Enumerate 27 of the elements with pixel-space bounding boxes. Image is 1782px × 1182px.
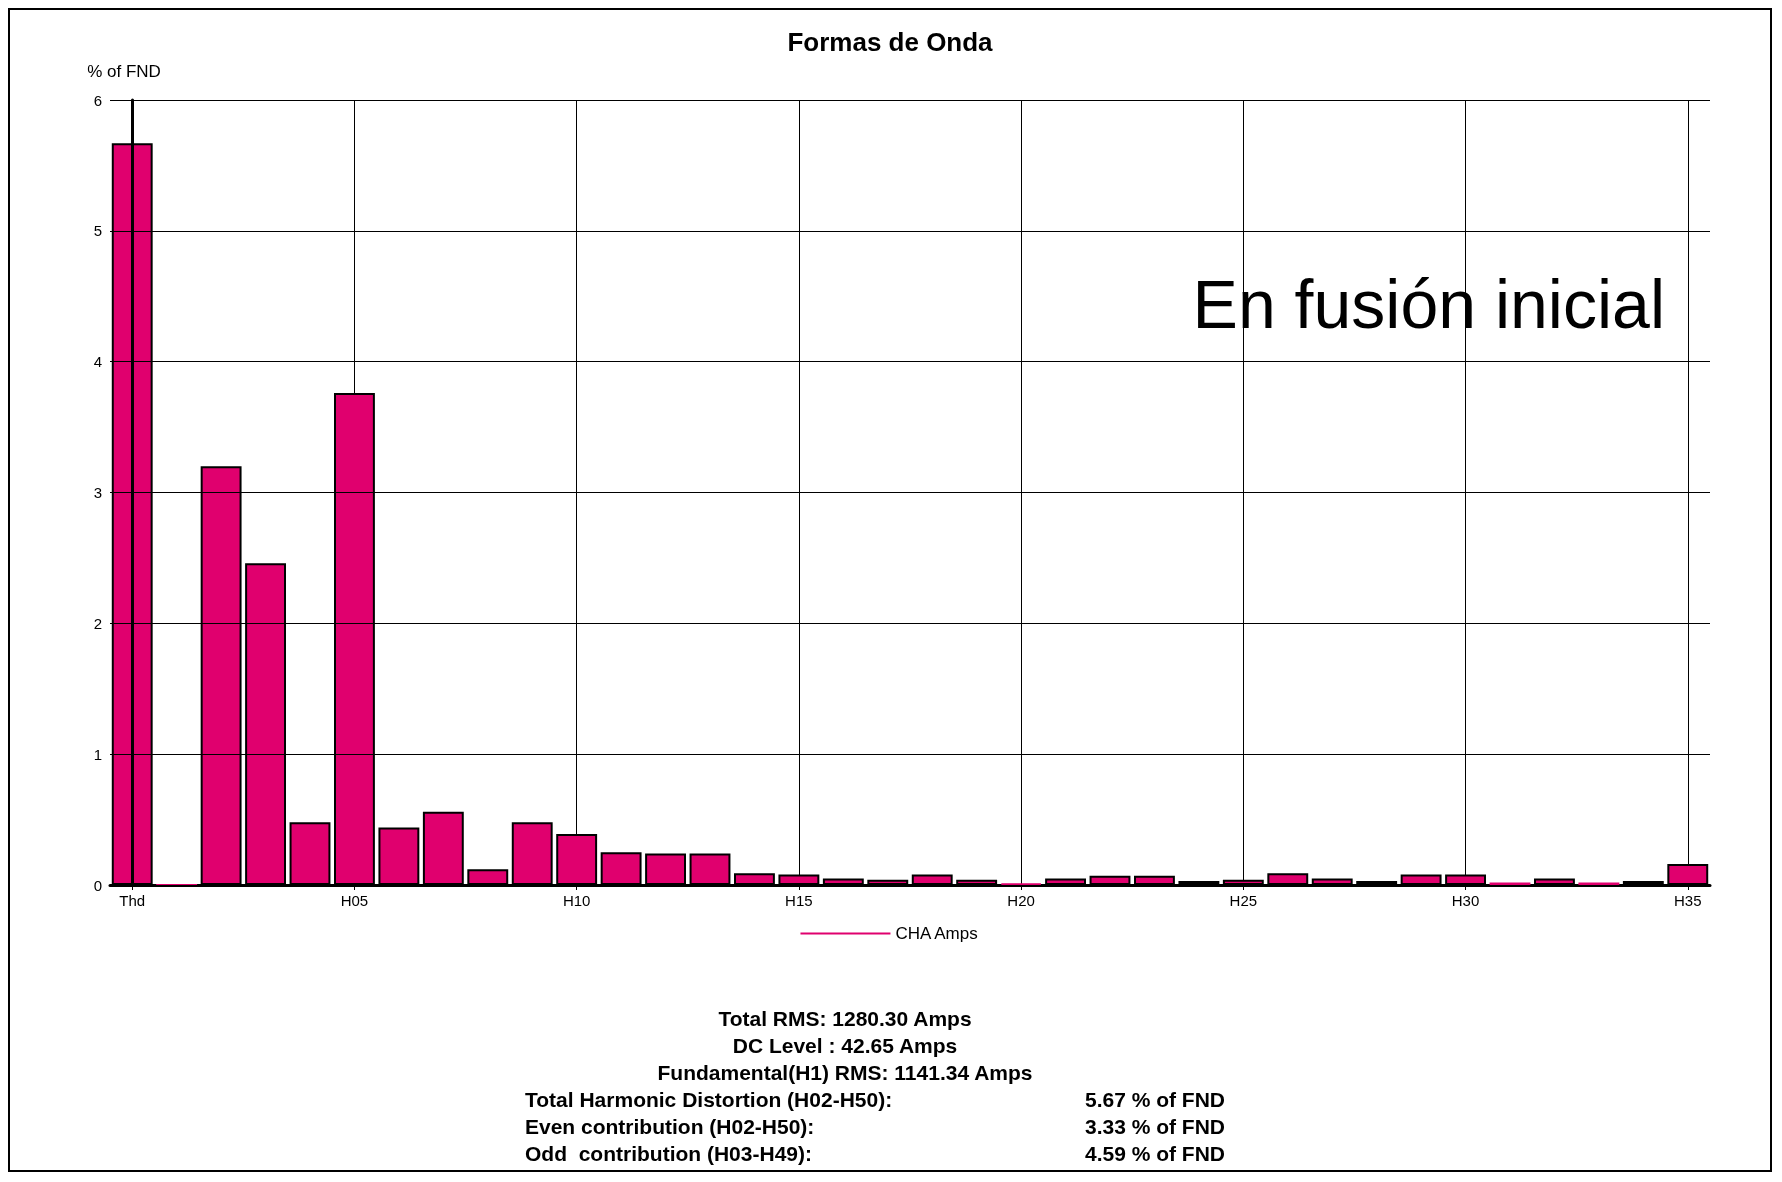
y-tick-label: 0 — [93, 876, 102, 894]
y-tick-label: 6 — [93, 91, 102, 109]
text: Fundamental(H1) RMS: 1141.34 Amps — [656, 1060, 1034, 1086]
x-tick-label: H20 — [1007, 892, 1035, 909]
x-tick-label: Thd — [119, 892, 146, 909]
x-tick-label: H05 — [340, 892, 369, 909]
y-tick-label: 2 — [93, 614, 102, 632]
text: Even contribution (H02-H50): — [525, 1114, 816, 1140]
text: Total Harmonic Distortion (H02-H50): — [525, 1087, 894, 1113]
x-tick-label: H30 — [1451, 892, 1480, 909]
text: Total RMS: 1280.30 Amps — [717, 1006, 973, 1032]
x-tick-label: H25 — [1229, 892, 1258, 909]
text: Odd contribution (H03-H49): — [525, 1141, 813, 1167]
chart-title: Formas de Onda — [787, 27, 994, 57]
text: 3.33 % of FND — [1085, 1114, 1226, 1140]
text: CHA Amps — [895, 924, 978, 943]
text: DC Level : 42.65 Amps — [731, 1033, 959, 1059]
text: 5.67 % of FND — [1085, 1087, 1226, 1113]
y-tick-label: 4 — [93, 353, 102, 371]
y-tick-label: 1 — [93, 745, 102, 763]
text: 4.59 % of FND — [1085, 1141, 1226, 1167]
x-tick-label: H15 — [785, 892, 813, 909]
y-tick-label: 3 — [93, 484, 102, 501]
y-axis-title: % of FND — [87, 62, 161, 81]
x-tick-label: H10 — [562, 892, 591, 909]
y-tick-label: 5 — [93, 222, 102, 240]
x-tick-label: H35 — [1674, 892, 1702, 909]
